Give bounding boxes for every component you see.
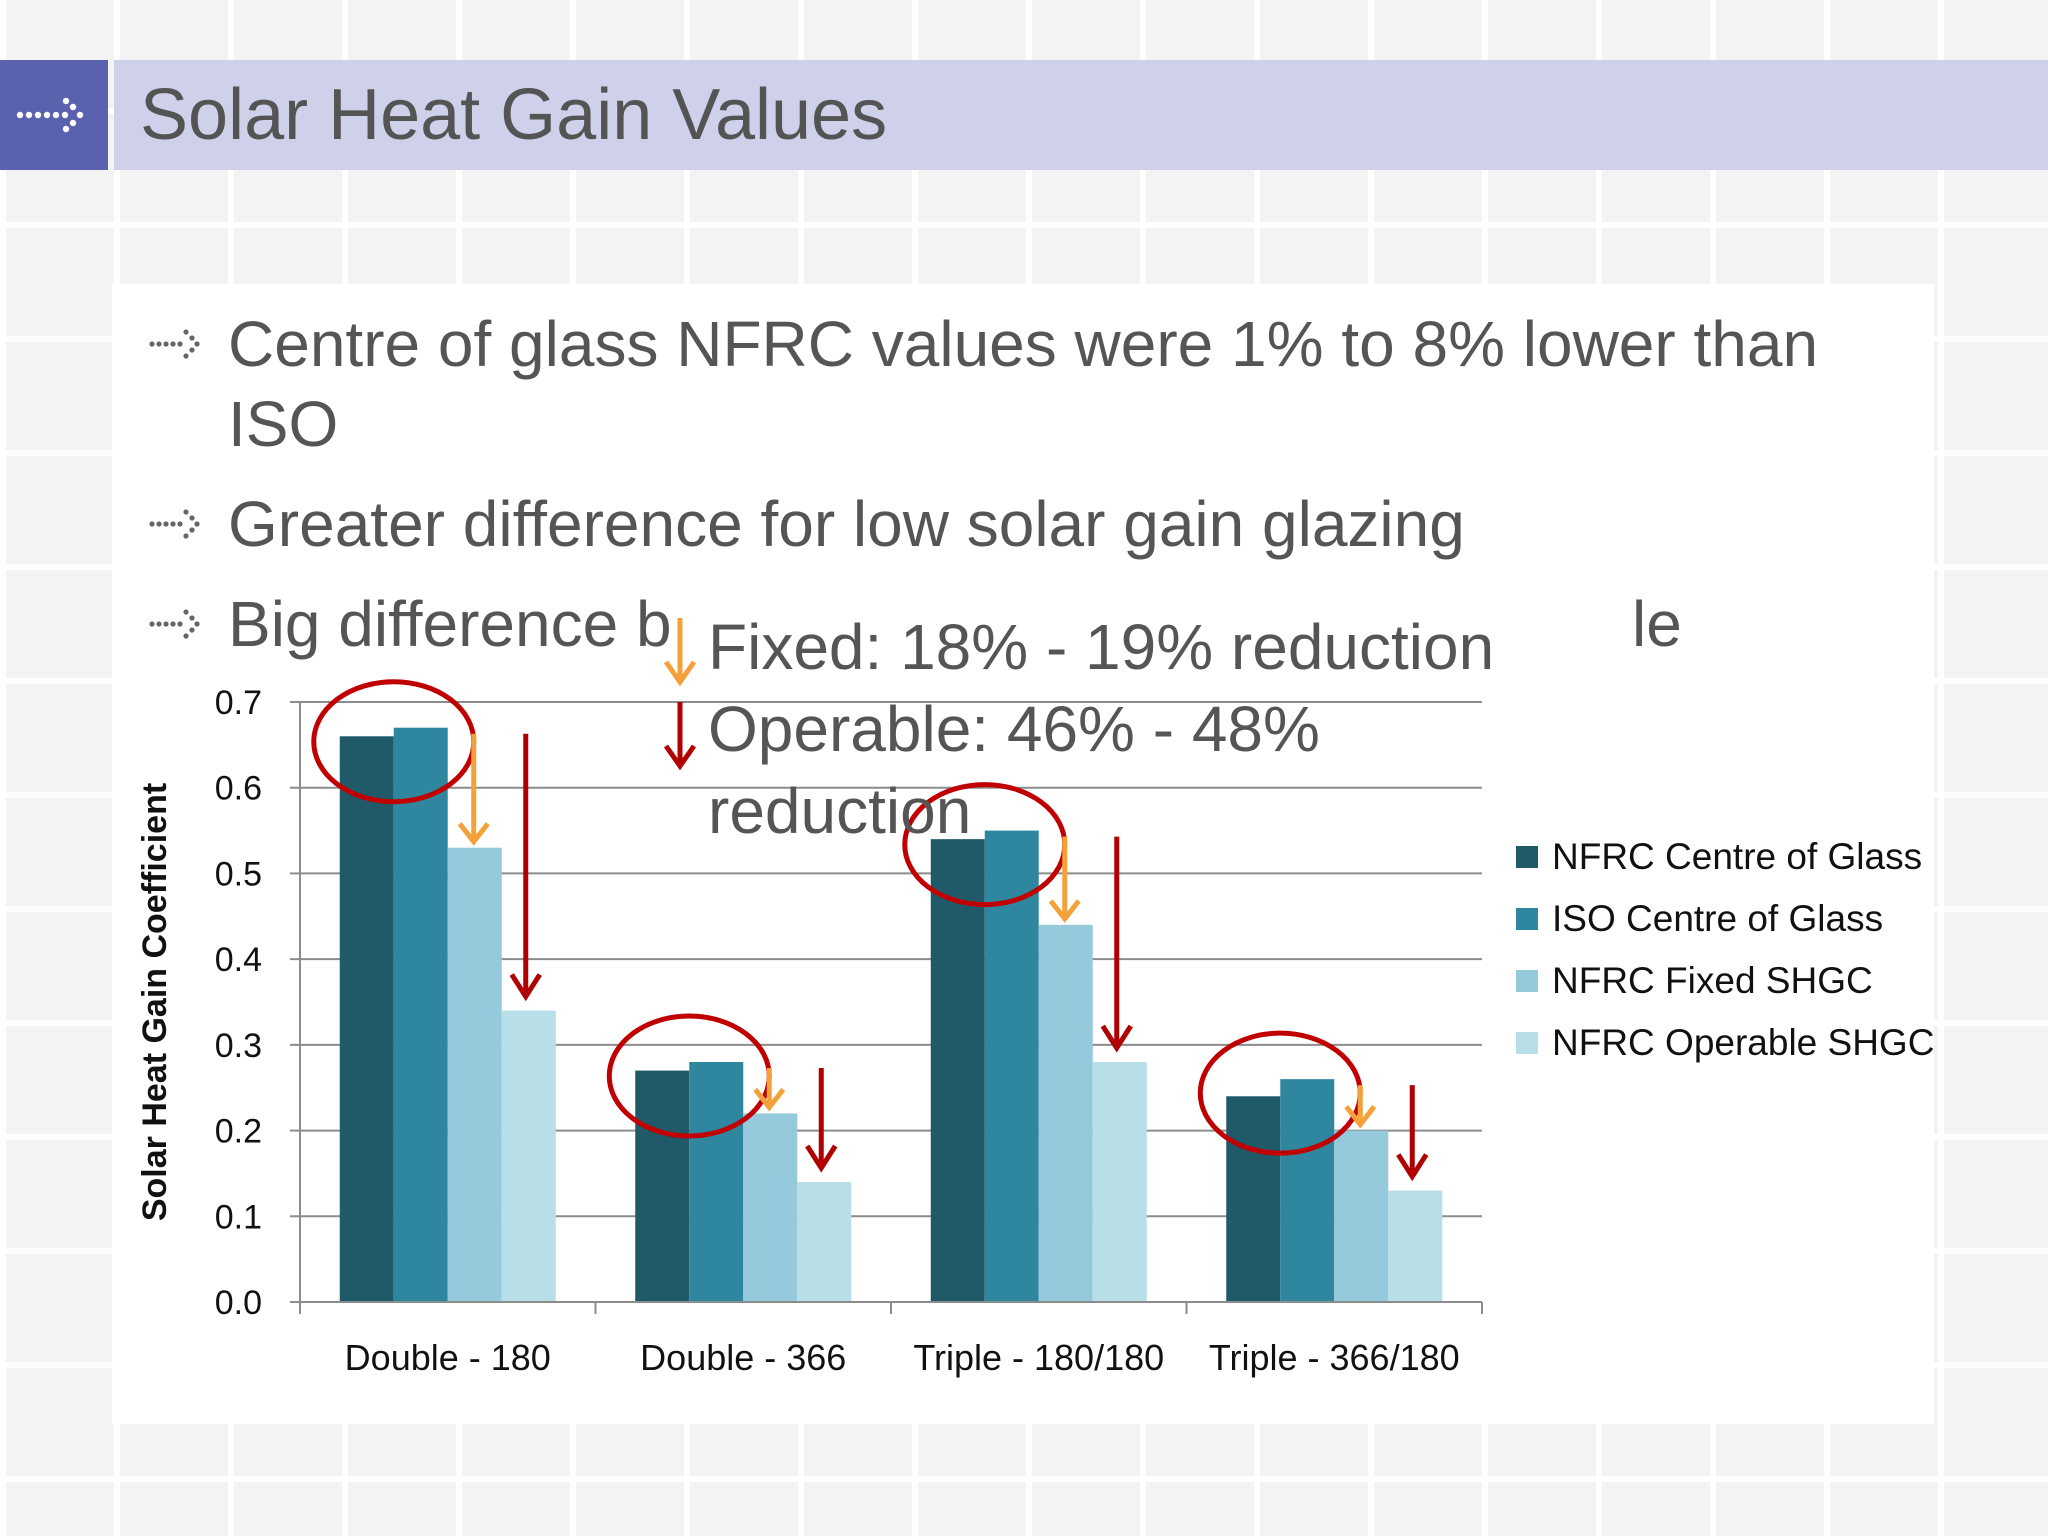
bar-2-0 [447, 847, 502, 1302]
bullet-text-3-end: le [1632, 588, 1682, 660]
bar-3-3 [1388, 1190, 1443, 1302]
bullet-text-1: Centre of glass NFRC values were 1% to 8… [228, 308, 1819, 380]
callout-fixed-arrow-head [663, 660, 697, 687]
bar-0-3 [1226, 1096, 1281, 1302]
bar-2-3 [1334, 1130, 1389, 1302]
y-tick-label: 0.0 [215, 1284, 262, 1322]
chart-legend: NFRC Centre of Glass ISO Centre of Glass N… [1516, 826, 1934, 1074]
legend-swatch [1516, 1032, 1538, 1054]
x-tick-label: Double - 180 [345, 1337, 551, 1378]
callout-operable-reduction-cont: reduction [708, 775, 972, 847]
legend-swatch [1516, 908, 1538, 930]
y-tick-label: 0.3 [215, 1027, 262, 1065]
bar-1-1 [689, 1062, 744, 1302]
legend-item: ISO Centre of Glass [1516, 888, 1934, 950]
bar-3-2 [1092, 1062, 1147, 1302]
operable-arrow-head [509, 973, 542, 1002]
fixed-arrow-head [1344, 1105, 1377, 1129]
bar-0-2 [930, 839, 985, 1302]
x-tick-label: Triple - 180/180 [913, 1337, 1164, 1378]
legend-label: NFRC Operable SHGC [1552, 1022, 1935, 1063]
dotted-arrow-right-icon [16, 97, 84, 133]
y-tick-label: 0.2 [215, 1113, 262, 1151]
operable-arrow-head [805, 1144, 838, 1173]
callout-fixed-reduction: Fixed: 18% - 19% reduction [708, 611, 1495, 683]
legend-label: ISO Centre of Glass [1552, 898, 1884, 939]
bar-0-1 [635, 1070, 690, 1302]
bar-1-0 [393, 727, 448, 1302]
y-tick-label: 0.6 [215, 770, 262, 808]
callout-operable-arrow-head [663, 744, 697, 771]
bar-3-1 [797, 1182, 852, 1302]
legend-swatch [1516, 970, 1538, 992]
header-title-strip [114, 60, 2048, 170]
y-tick-label: 0.4 [215, 941, 262, 979]
legend-item: NFRC Fixed SHGC [1516, 950, 1934, 1012]
dotted-arrow-bullet-icon [148, 484, 208, 582]
bullet-text-3: Big difference b [228, 588, 672, 660]
header-arrow-box [0, 60, 108, 170]
bar-3-0 [501, 1010, 556, 1302]
bar-2-2 [1038, 924, 1093, 1302]
fixed-arrow-head [1048, 899, 1081, 923]
legend-item: NFRC Operable SHGC [1516, 1012, 1934, 1074]
y-tick-label: 0.5 [215, 855, 262, 893]
operable-arrow-head [1100, 1024, 1133, 1053]
bar-1-2 [984, 830, 1039, 1302]
bullet-text-1-continued: ISO [228, 388, 339, 460]
y-tick-label: 0.7 [215, 684, 262, 722]
x-tick-label: Triple - 366/180 [1209, 1337, 1460, 1378]
fixed-arrow-head [457, 822, 490, 846]
slide-header: Solar Heat Gain Values [0, 60, 2048, 170]
y-tick-label: 0.1 [215, 1198, 262, 1236]
legend-label: NFRC Fixed SHGC [1552, 960, 1873, 1001]
operable-arrow-head [1396, 1153, 1429, 1182]
fixed-arrow-head [753, 1087, 786, 1112]
callout-operable-reduction: Operable: 46% - 48% [708, 693, 1320, 765]
bar-0-0 [339, 736, 394, 1302]
dotted-arrow-bullet-icon [148, 304, 208, 402]
bullet-text-2: Greater difference for low solar gain gl… [228, 488, 1465, 560]
slide-title: Solar Heat Gain Values [140, 75, 888, 155]
legend-label: NFRC Centre of Glass [1552, 836, 1923, 877]
y-axis-title: Solar Heat Gain Coefficient [136, 783, 174, 1221]
bar-1-3 [1280, 1079, 1335, 1302]
x-tick-label: Double - 366 [640, 1337, 846, 1378]
legend-item: NFRC Centre of Glass [1516, 826, 1934, 888]
legend-swatch [1516, 846, 1538, 868]
bar-2-1 [743, 1113, 798, 1302]
dotted-arrow-bullet-icon [148, 584, 208, 682]
